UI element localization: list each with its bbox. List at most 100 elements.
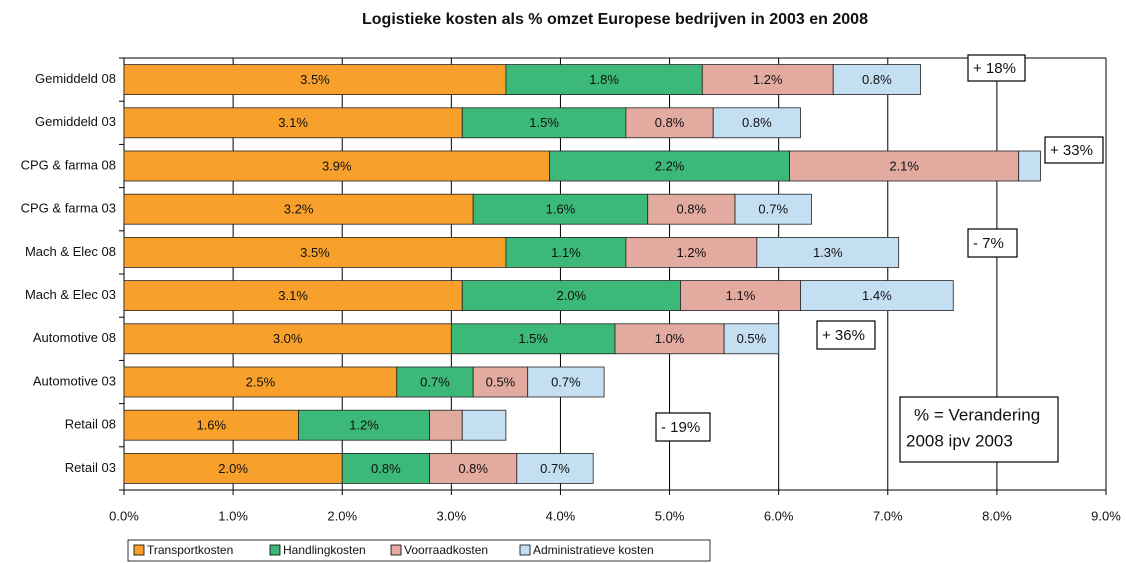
bar-segment — [461, 280, 681, 312]
annotation-box — [967, 228, 1018, 258]
y-tick-label: CPG & farma 08 — [21, 157, 116, 172]
data-label: 3.0% — [273, 331, 303, 346]
data-label: 0.7% — [420, 374, 450, 389]
bar-segment — [461, 107, 627, 139]
bar-segment — [625, 107, 714, 139]
data-label: 1.8% — [589, 72, 619, 87]
data-label: 1.2% — [753, 72, 783, 87]
data-label: 2.1% — [889, 158, 919, 173]
bar-segment — [832, 64, 921, 95]
bar-segment — [680, 280, 801, 312]
y-tick-label: Retail 03 — [65, 460, 116, 475]
x-tick-label: 5.0% — [655, 508, 685, 523]
y-tick-label: Gemiddeld 03 — [35, 114, 116, 129]
legend-swatch — [519, 544, 531, 556]
x-tick-label: 2.0% — [327, 508, 357, 523]
bar-segment — [625, 236, 758, 268]
annotation-box — [655, 412, 711, 442]
x-tick-label: 8.0% — [982, 508, 1012, 523]
x-tick-label: 6.0% — [764, 508, 794, 523]
x-tick-label: 3.0% — [437, 508, 467, 523]
chart-title: Logistieke kosten als % omzet Europese b… — [362, 11, 868, 28]
bar-segment — [701, 64, 834, 95]
data-label: 2.2% — [655, 158, 685, 173]
data-label: 0.8% — [742, 115, 772, 130]
bar-segment — [429, 452, 518, 484]
data-label: 0.5% — [737, 331, 767, 346]
bar-segment — [614, 323, 725, 355]
data-label: 0.7% — [551, 374, 581, 389]
data-label: 0.5% — [486, 374, 516, 389]
data-label: 3.5% — [300, 245, 330, 260]
bar-segment — [123, 64, 507, 95]
annotation: - 7% — [973, 235, 1004, 252]
data-label: 1.3% — [813, 245, 843, 260]
bar-segment — [123, 280, 463, 312]
data-label: 3.5% — [300, 72, 330, 87]
legend-label: Handlingkosten — [283, 543, 366, 557]
bar-segment — [723, 323, 780, 355]
annotation-box — [967, 54, 1026, 82]
data-label: 3.9% — [322, 158, 352, 173]
data-label: 1.2% — [349, 418, 379, 433]
annotation: + 33% — [1050, 142, 1093, 159]
legend-label: Voorraadkosten — [404, 543, 488, 557]
bar-segment — [1018, 150, 1041, 182]
legend-swatch — [269, 544, 281, 556]
bar-segment — [505, 236, 627, 268]
annotation-box — [1044, 136, 1104, 164]
bar-segment — [712, 107, 801, 139]
bar-segment — [516, 452, 594, 484]
data-label: 3.1% — [278, 288, 308, 303]
x-tick-label: 0.0% — [109, 508, 139, 523]
x-tick-label: 9.0% — [1091, 508, 1121, 523]
data-label: 1.2% — [677, 245, 707, 260]
bar-segment — [756, 236, 900, 268]
bar-segment — [123, 107, 463, 139]
bar-segment — [298, 409, 430, 441]
bar-segment — [800, 280, 954, 312]
y-tick-label: Gemiddeld 08 — [35, 71, 116, 86]
legend-label: Administratieve kosten — [533, 543, 654, 557]
note-box — [899, 396, 1059, 463]
bar-segment — [341, 452, 430, 484]
x-tick-label: 4.0% — [546, 508, 576, 523]
data-label: 1.1% — [551, 245, 581, 260]
y-tick-label: Automotive 08 — [33, 330, 116, 345]
annotation: + 36% — [822, 327, 865, 344]
data-label: 1.6% — [196, 418, 226, 433]
bar-segment — [472, 193, 649, 225]
y-tick-label: Mach & Elec 03 — [25, 287, 116, 302]
note: % = Verandering — [914, 405, 1040, 424]
data-label: 0.7% — [758, 202, 788, 217]
note: 2008 ipv 2003 — [906, 431, 1013, 450]
data-label: 0.7% — [540, 461, 570, 476]
data-label: 0.8% — [677, 202, 707, 217]
bar-segment — [789, 150, 1020, 182]
bar-segment — [123, 409, 299, 441]
bar-segment — [123, 323, 452, 355]
bar-segment — [527, 366, 605, 398]
data-label: 1.1% — [726, 288, 756, 303]
data-label: 1.0% — [655, 331, 685, 346]
bar-segment — [734, 193, 812, 225]
data-label: 2.5% — [246, 374, 276, 389]
data-label: 0.8% — [655, 115, 685, 130]
bar-segment — [450, 323, 616, 355]
annotation: - 19% — [661, 419, 700, 436]
data-label: 0.8% — [862, 72, 892, 87]
data-label: 1.4% — [862, 288, 892, 303]
data-label: 0.8% — [371, 461, 401, 476]
legend-label: Transportkosten — [147, 543, 233, 557]
bar-segment — [123, 193, 474, 225]
y-tick-label: Retail 08 — [65, 417, 116, 432]
bar-segment — [505, 64, 703, 95]
y-tick-label: Automotive 03 — [33, 373, 116, 388]
bar-segment — [123, 452, 343, 484]
x-tick-label: 7.0% — [873, 508, 903, 523]
bar-segment — [429, 409, 463, 441]
legend-swatch — [133, 544, 145, 556]
bar-segment — [123, 150, 550, 182]
legend-swatch — [390, 544, 402, 556]
